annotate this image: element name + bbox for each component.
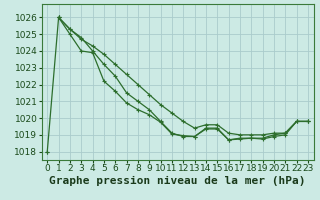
X-axis label: Graphe pression niveau de la mer (hPa): Graphe pression niveau de la mer (hPa) bbox=[49, 176, 306, 186]
